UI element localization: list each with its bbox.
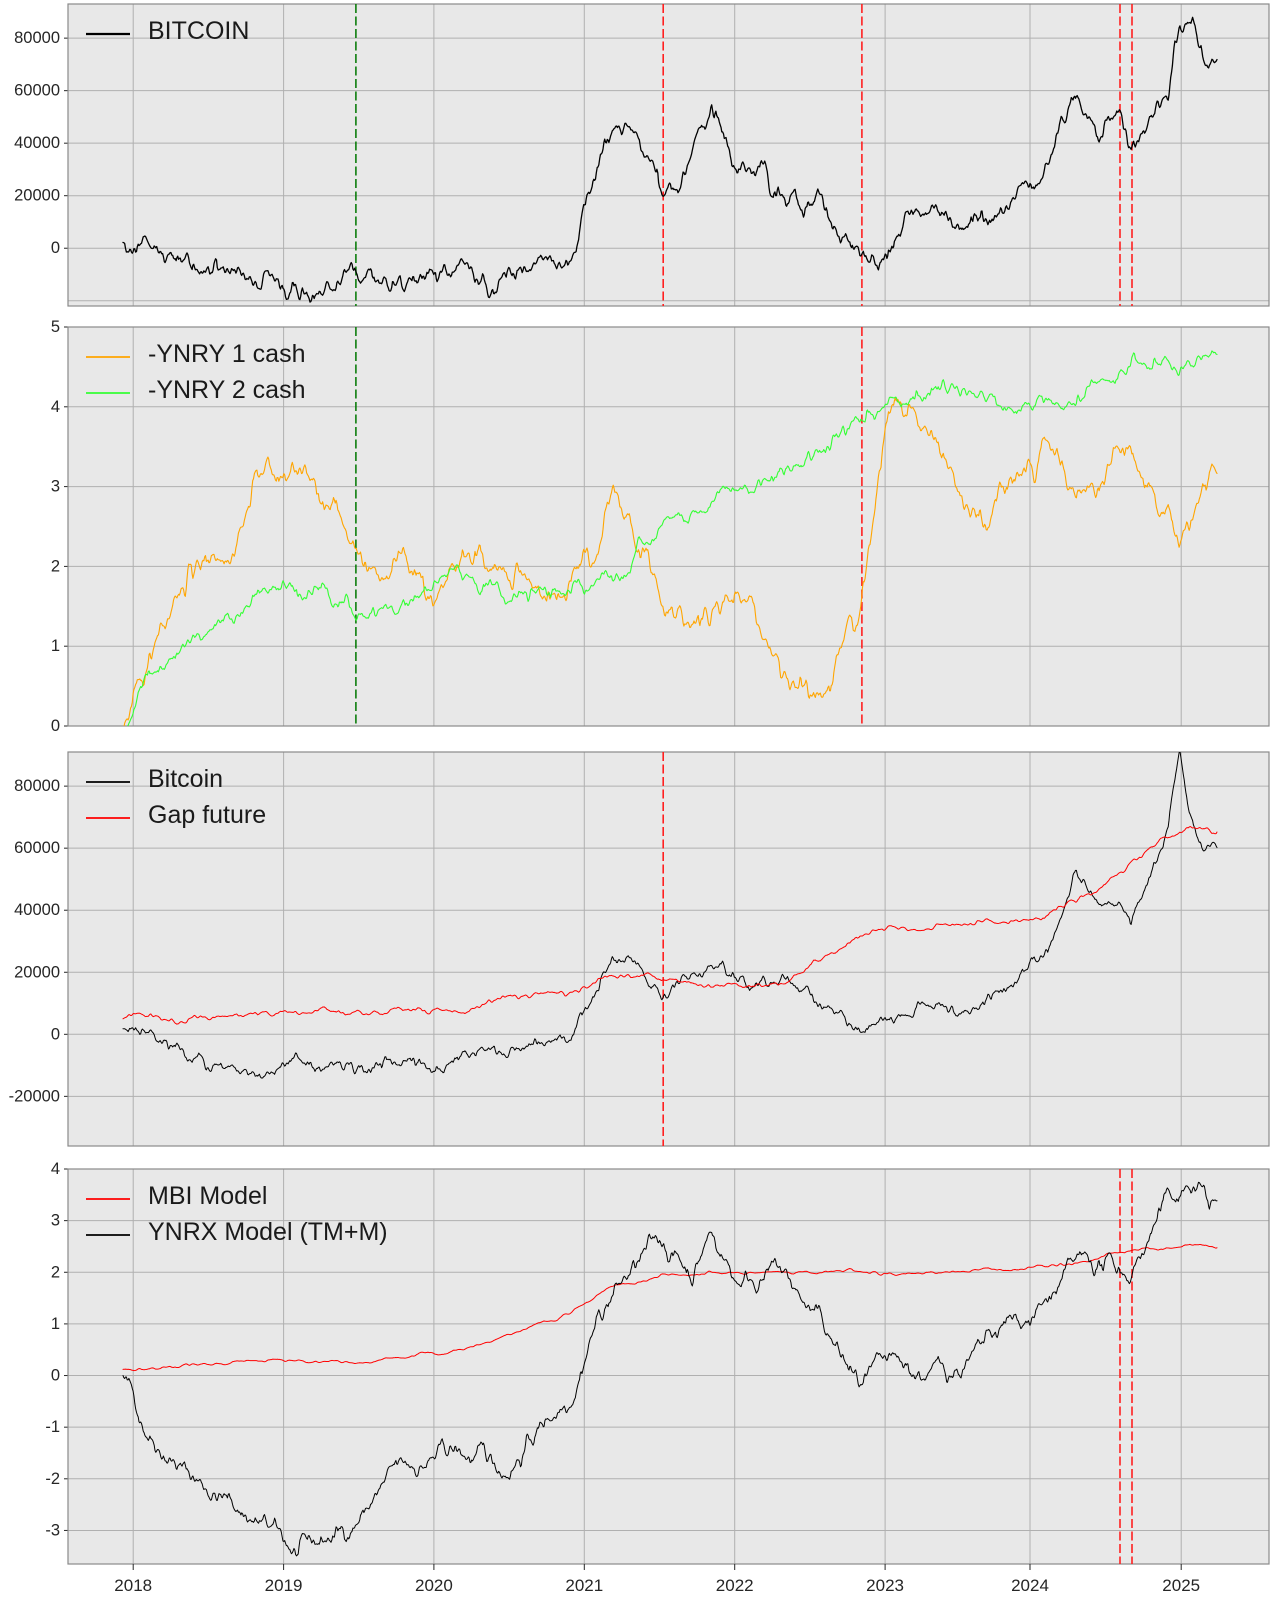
svg-text:YNRX Model (TM+M): YNRX Model (TM+M) xyxy=(148,1218,388,1246)
svg-text:3: 3 xyxy=(51,478,60,496)
svg-text:2: 2 xyxy=(51,1263,60,1281)
svg-text:1: 1 xyxy=(51,637,60,655)
svg-text:-YNRY 1 cash: -YNRY 1 cash xyxy=(148,340,305,368)
svg-text:60000: 60000 xyxy=(14,839,60,857)
svg-text:Bitcoin: Bitcoin xyxy=(148,765,223,793)
svg-text:4: 4 xyxy=(51,1160,60,1178)
svg-text:2021: 2021 xyxy=(565,1576,603,1595)
svg-text:1: 1 xyxy=(51,1315,60,1333)
svg-text:40000: 40000 xyxy=(14,901,60,919)
svg-text:0: 0 xyxy=(51,1367,60,1385)
svg-text:0: 0 xyxy=(51,1025,60,1043)
svg-text:-1: -1 xyxy=(45,1418,60,1436)
svg-text:-3: -3 xyxy=(45,1521,60,1539)
svg-text:-YNRY 2 cash: -YNRY 2 cash xyxy=(148,376,305,404)
svg-text:80000: 80000 xyxy=(14,777,60,795)
svg-text:2022: 2022 xyxy=(716,1576,754,1595)
svg-text:20000: 20000 xyxy=(14,963,60,981)
svg-text:MBI Model: MBI Model xyxy=(148,1182,267,1210)
svg-text:2018: 2018 xyxy=(114,1576,152,1595)
svg-text:80000: 80000 xyxy=(14,29,60,47)
svg-text:4: 4 xyxy=(51,398,60,416)
svg-text:-2: -2 xyxy=(45,1470,60,1488)
svg-text:40000: 40000 xyxy=(14,134,60,152)
svg-text:2023: 2023 xyxy=(866,1576,904,1595)
svg-text:0: 0 xyxy=(51,239,60,257)
svg-text:60000: 60000 xyxy=(14,82,60,100)
svg-text:2025: 2025 xyxy=(1162,1576,1200,1595)
svg-text:2: 2 xyxy=(51,557,60,575)
svg-text:20000: 20000 xyxy=(14,187,60,205)
svg-text:2020: 2020 xyxy=(415,1576,453,1595)
svg-text:-20000: -20000 xyxy=(9,1087,60,1105)
svg-text:5: 5 xyxy=(51,318,60,336)
svg-text:0: 0 xyxy=(51,717,60,735)
svg-text:Gap future: Gap future xyxy=(148,801,266,829)
svg-text:2024: 2024 xyxy=(1011,1576,1049,1595)
svg-text:3: 3 xyxy=(51,1212,60,1230)
svg-text:BITCOIN: BITCOIN xyxy=(148,17,249,45)
svg-text:2019: 2019 xyxy=(265,1576,303,1595)
